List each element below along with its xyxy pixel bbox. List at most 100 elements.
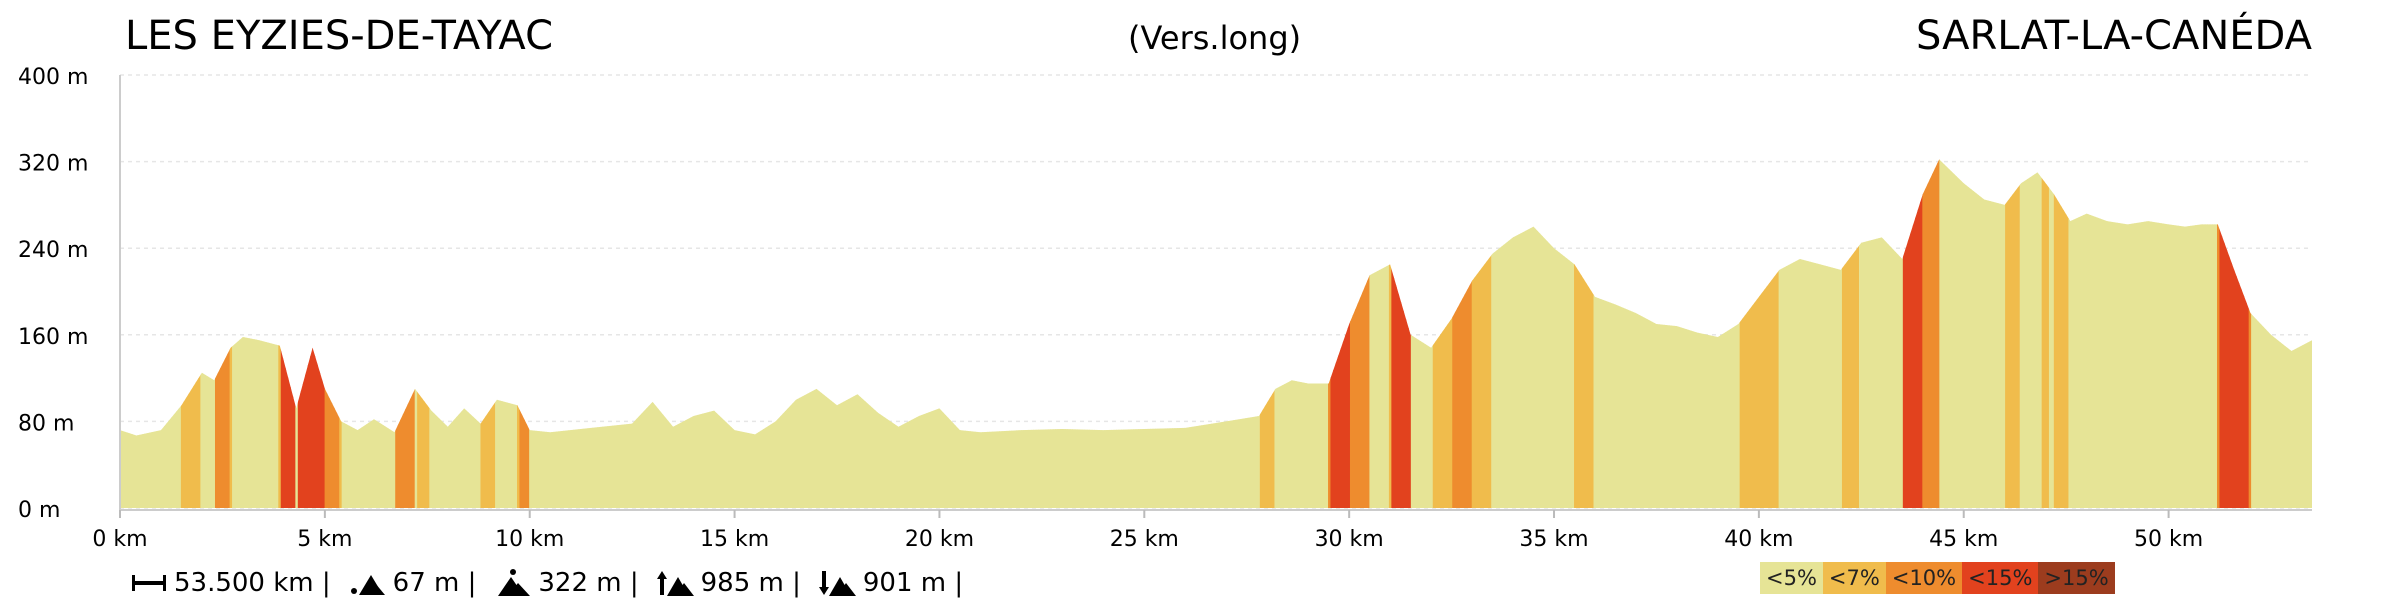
gradient-band — [1376, 159, 1380, 508]
distance-icon — [132, 575, 166, 591]
gradient-band — [1578, 159, 1582, 508]
gradient-band — [1761, 159, 1765, 508]
gradient-band — [1654, 159, 1658, 508]
gradient-band — [1605, 159, 1609, 508]
gradient-band — [2253, 159, 2257, 508]
gradient-band — [2104, 159, 2109, 508]
gradient-band — [1520, 159, 1524, 508]
gradient-band — [1403, 159, 1407, 508]
y-tick-label: 80 m — [18, 411, 74, 436]
gradient-band — [1902, 159, 1906, 508]
gradient-band — [1367, 159, 1371, 508]
gradient-band — [1832, 159, 1836, 508]
gradient-band — [2246, 159, 2250, 508]
gradient-band — [1854, 159, 1858, 508]
max-altitude-icon — [498, 569, 531, 596]
gradient-band — [2158, 159, 2162, 508]
gradient-band — [1695, 159, 1699, 508]
gradient-band — [1700, 159, 1704, 508]
gradient-band — [1525, 159, 1529, 508]
gradient-band — [1630, 159, 1634, 508]
gradient-band — [1552, 159, 1556, 508]
gradient-band — [2000, 159, 2004, 508]
gradient-band — [1788, 159, 1792, 508]
gradient-band — [2243, 159, 2247, 508]
gradient-band — [1754, 159, 1758, 508]
x-tick-label: 20 km — [905, 527, 974, 552]
gradient-band — [2146, 159, 2150, 508]
start-location-title: LES EYZIES-DE-TAYAC — [125, 13, 554, 59]
gradient-band — [1751, 159, 1755, 508]
gradient-band — [2070, 159, 2074, 508]
gradient-band — [1883, 159, 1887, 508]
gradient-band — [1988, 159, 1992, 508]
gradient-band — [1656, 159, 1660, 508]
gradient-band — [2263, 159, 2267, 508]
gradient-band — [1949, 159, 1953, 508]
gradient-band — [2126, 159, 2130, 508]
distance-value: 53.500 km | — [174, 568, 331, 598]
gradient-band — [2209, 159, 2213, 508]
gradient-band — [1822, 159, 1826, 508]
gradient-band — [2029, 159, 2033, 508]
gradient-band — [1440, 159, 1444, 508]
gradient-band — [2078, 159, 2082, 508]
axes — [119, 75, 2312, 518]
gradient-band — [2066, 159, 2070, 508]
gradient-band — [1620, 159, 1624, 508]
gradient-band — [1481, 159, 1485, 508]
gradient-band — [1588, 159, 1592, 508]
gradient-band — [2087, 159, 2091, 508]
gradient-band — [2097, 159, 2101, 508]
gradient-band — [1844, 159, 1848, 508]
gradient-band — [1649, 159, 1653, 508]
gradient-band — [2085, 159, 2089, 508]
gradient-band — [1941, 159, 1945, 508]
gradient-band — [2238, 159, 2242, 508]
gradient-band — [1503, 159, 1507, 508]
gradient-band — [1785, 159, 1789, 508]
gradient-band — [1457, 159, 1461, 508]
gradient-band — [2151, 159, 2155, 508]
y-axis-labels: 0 m 80 m 160 m 240 m 320 m 400 m — [18, 65, 88, 523]
gradient-band — [2012, 159, 2016, 508]
gradient-band — [2063, 159, 2067, 508]
gradient-band — [1454, 159, 1458, 508]
gradient-band — [1388, 159, 1392, 508]
gradient-band — [1644, 159, 1648, 508]
gradient-band — [1576, 159, 1580, 508]
gradient-band — [1893, 159, 1897, 508]
gradient-band — [1917, 159, 1921, 508]
gradient-band — [1369, 159, 1373, 508]
gradient-band — [1559, 159, 1563, 508]
gradient-band — [2168, 159, 2172, 508]
gradient-band — [1469, 159, 1473, 508]
gradient-band — [1975, 159, 1979, 508]
gradient-band — [2180, 159, 2184, 508]
gradient-band — [1939, 159, 1943, 508]
gradient-band — [1442, 159, 1446, 508]
gradient-band — [2212, 159, 2216, 508]
gradient-band — [2255, 159, 2260, 508]
gradient-band — [1759, 159, 1763, 508]
gradient-band — [1508, 159, 1512, 508]
gradient-band — [2195, 159, 2199, 508]
gradient-band — [1479, 159, 1483, 508]
gradient-band — [1688, 159, 1692, 508]
gradient-band — [2007, 159, 2011, 508]
x-tick-label: 40 km — [1724, 527, 1793, 552]
gradient-band — [1459, 159, 1463, 508]
gradient-band — [2058, 159, 2062, 508]
gradient-band — [2056, 159, 2060, 508]
gradient-band — [1932, 159, 1936, 508]
gradient-band — [2075, 159, 2079, 508]
gradient-bands — [120, 159, 2312, 508]
gradient-band — [1476, 159, 1480, 508]
gradient-band — [2241, 159, 2245, 508]
gradient-band — [1357, 159, 1361, 508]
gradient-band — [1408, 159, 1412, 508]
gradient-band — [2309, 159, 2312, 508]
gradient-band — [1449, 159, 1453, 508]
gradient-band — [1858, 159, 1863, 508]
gradient-band — [1610, 159, 1614, 508]
